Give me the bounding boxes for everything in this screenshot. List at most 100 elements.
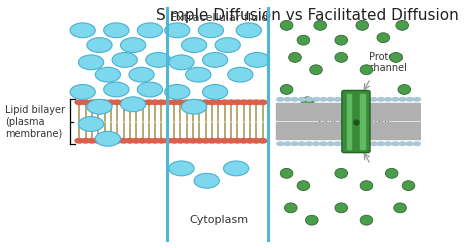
Bar <box>276 122 421 139</box>
Circle shape <box>257 99 268 105</box>
Circle shape <box>312 141 320 146</box>
Circle shape <box>164 23 190 38</box>
Circle shape <box>164 85 190 99</box>
Ellipse shape <box>360 215 373 225</box>
Circle shape <box>156 99 166 105</box>
Ellipse shape <box>360 181 373 190</box>
Circle shape <box>156 138 166 144</box>
Ellipse shape <box>360 65 373 75</box>
Circle shape <box>137 138 147 144</box>
Circle shape <box>298 97 306 102</box>
Circle shape <box>81 99 91 105</box>
Circle shape <box>257 138 268 144</box>
Circle shape <box>245 53 270 67</box>
Circle shape <box>194 99 204 105</box>
Ellipse shape <box>297 35 310 45</box>
Circle shape <box>291 141 299 146</box>
Circle shape <box>224 161 249 176</box>
Text: Cytoplasm: Cytoplasm <box>190 215 249 225</box>
Circle shape <box>182 38 207 53</box>
Circle shape <box>120 97 146 112</box>
FancyBboxPatch shape <box>342 91 370 153</box>
Ellipse shape <box>306 215 318 225</box>
Circle shape <box>112 99 122 105</box>
Circle shape <box>236 23 261 38</box>
Circle shape <box>112 138 122 144</box>
Circle shape <box>226 99 236 105</box>
Circle shape <box>150 99 160 105</box>
Circle shape <box>398 141 407 146</box>
Ellipse shape <box>356 20 369 30</box>
Ellipse shape <box>335 53 347 62</box>
Circle shape <box>93 99 103 105</box>
Ellipse shape <box>394 203 406 213</box>
Circle shape <box>305 97 313 102</box>
Circle shape <box>228 67 253 82</box>
Ellipse shape <box>289 53 301 62</box>
Circle shape <box>384 141 392 146</box>
Circle shape <box>182 138 192 144</box>
Circle shape <box>131 138 141 144</box>
Ellipse shape <box>280 168 293 178</box>
Ellipse shape <box>280 20 293 30</box>
Circle shape <box>219 138 230 144</box>
Ellipse shape <box>280 85 293 94</box>
Circle shape <box>251 138 261 144</box>
Circle shape <box>125 138 135 144</box>
Circle shape <box>276 141 284 146</box>
Circle shape <box>238 99 249 105</box>
Circle shape <box>327 97 335 102</box>
Circle shape <box>291 97 299 102</box>
Circle shape <box>131 99 141 105</box>
Ellipse shape <box>335 35 347 45</box>
Circle shape <box>276 97 284 102</box>
Ellipse shape <box>314 20 327 30</box>
Circle shape <box>194 173 219 188</box>
Circle shape <box>186 67 211 82</box>
Circle shape <box>163 99 173 105</box>
Circle shape <box>232 99 242 105</box>
Circle shape <box>118 138 128 144</box>
Circle shape <box>201 138 211 144</box>
Text: Cell membrane: Cell membrane <box>318 115 393 125</box>
Circle shape <box>219 99 230 105</box>
Circle shape <box>182 99 207 114</box>
Circle shape <box>202 53 228 67</box>
Circle shape <box>95 131 120 146</box>
Circle shape <box>334 97 342 102</box>
Circle shape <box>232 138 242 144</box>
Circle shape <box>144 99 154 105</box>
Circle shape <box>106 99 116 105</box>
Circle shape <box>413 141 421 146</box>
Circle shape <box>398 97 407 102</box>
Ellipse shape <box>402 181 415 190</box>
Circle shape <box>207 99 217 105</box>
Circle shape <box>104 23 129 38</box>
Circle shape <box>251 99 261 105</box>
Circle shape <box>319 97 328 102</box>
Circle shape <box>137 82 163 97</box>
Circle shape <box>87 99 97 105</box>
Circle shape <box>245 138 255 144</box>
Circle shape <box>74 99 84 105</box>
Circle shape <box>112 53 137 67</box>
Bar <box>276 103 421 120</box>
Ellipse shape <box>284 203 297 213</box>
Ellipse shape <box>297 181 310 190</box>
Ellipse shape <box>301 97 314 107</box>
Circle shape <box>370 97 378 102</box>
Circle shape <box>79 55 104 70</box>
Text: Simple Diffusion vs Facilitated Diffusion: Simple Diffusion vs Facilitated Diffusio… <box>156 8 459 23</box>
Circle shape <box>70 23 95 38</box>
Circle shape <box>106 138 116 144</box>
Circle shape <box>74 138 84 144</box>
Circle shape <box>175 99 185 105</box>
Ellipse shape <box>335 168 347 178</box>
Circle shape <box>81 138 91 144</box>
Circle shape <box>150 138 160 144</box>
Circle shape <box>104 82 129 97</box>
Circle shape <box>312 97 320 102</box>
Circle shape <box>169 55 194 70</box>
Ellipse shape <box>310 65 322 75</box>
Circle shape <box>384 97 392 102</box>
